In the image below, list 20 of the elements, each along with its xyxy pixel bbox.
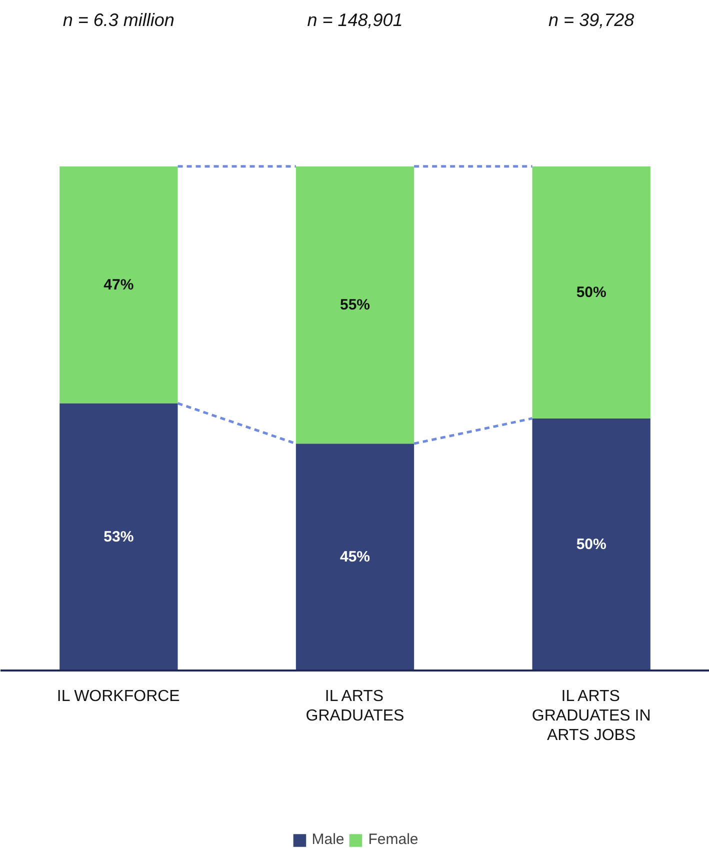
bar — [296, 444, 414, 670]
bar — [532, 166, 650, 418]
bar — [60, 403, 178, 670]
data-label: 50% — [576, 284, 606, 301]
text: n = 6.3 million — [62, 10, 174, 30]
bar — [296, 166, 414, 444]
legend-label: Female — [368, 831, 418, 848]
data-label: 55% — [340, 296, 370, 314]
legend-label: Male — [312, 831, 344, 848]
data-label: 45% — [340, 548, 370, 566]
text: n = 39,728 — [548, 10, 634, 30]
data-label: 53% — [104, 528, 134, 546]
x-tick-label: IL WORKFORCE — [56, 688, 180, 706]
bar — [532, 418, 650, 670]
x-tick-label: IL ARTS GRADUATES — [306, 688, 404, 725]
data-label: 47% — [104, 276, 134, 294]
text: n = 148,901 — [307, 10, 403, 30]
x-tick-label: IL ARTS GRADUATES IN ARTS JOBS — [532, 688, 651, 744]
bar — [60, 166, 178, 404]
data-label: 50% — [576, 536, 606, 553]
